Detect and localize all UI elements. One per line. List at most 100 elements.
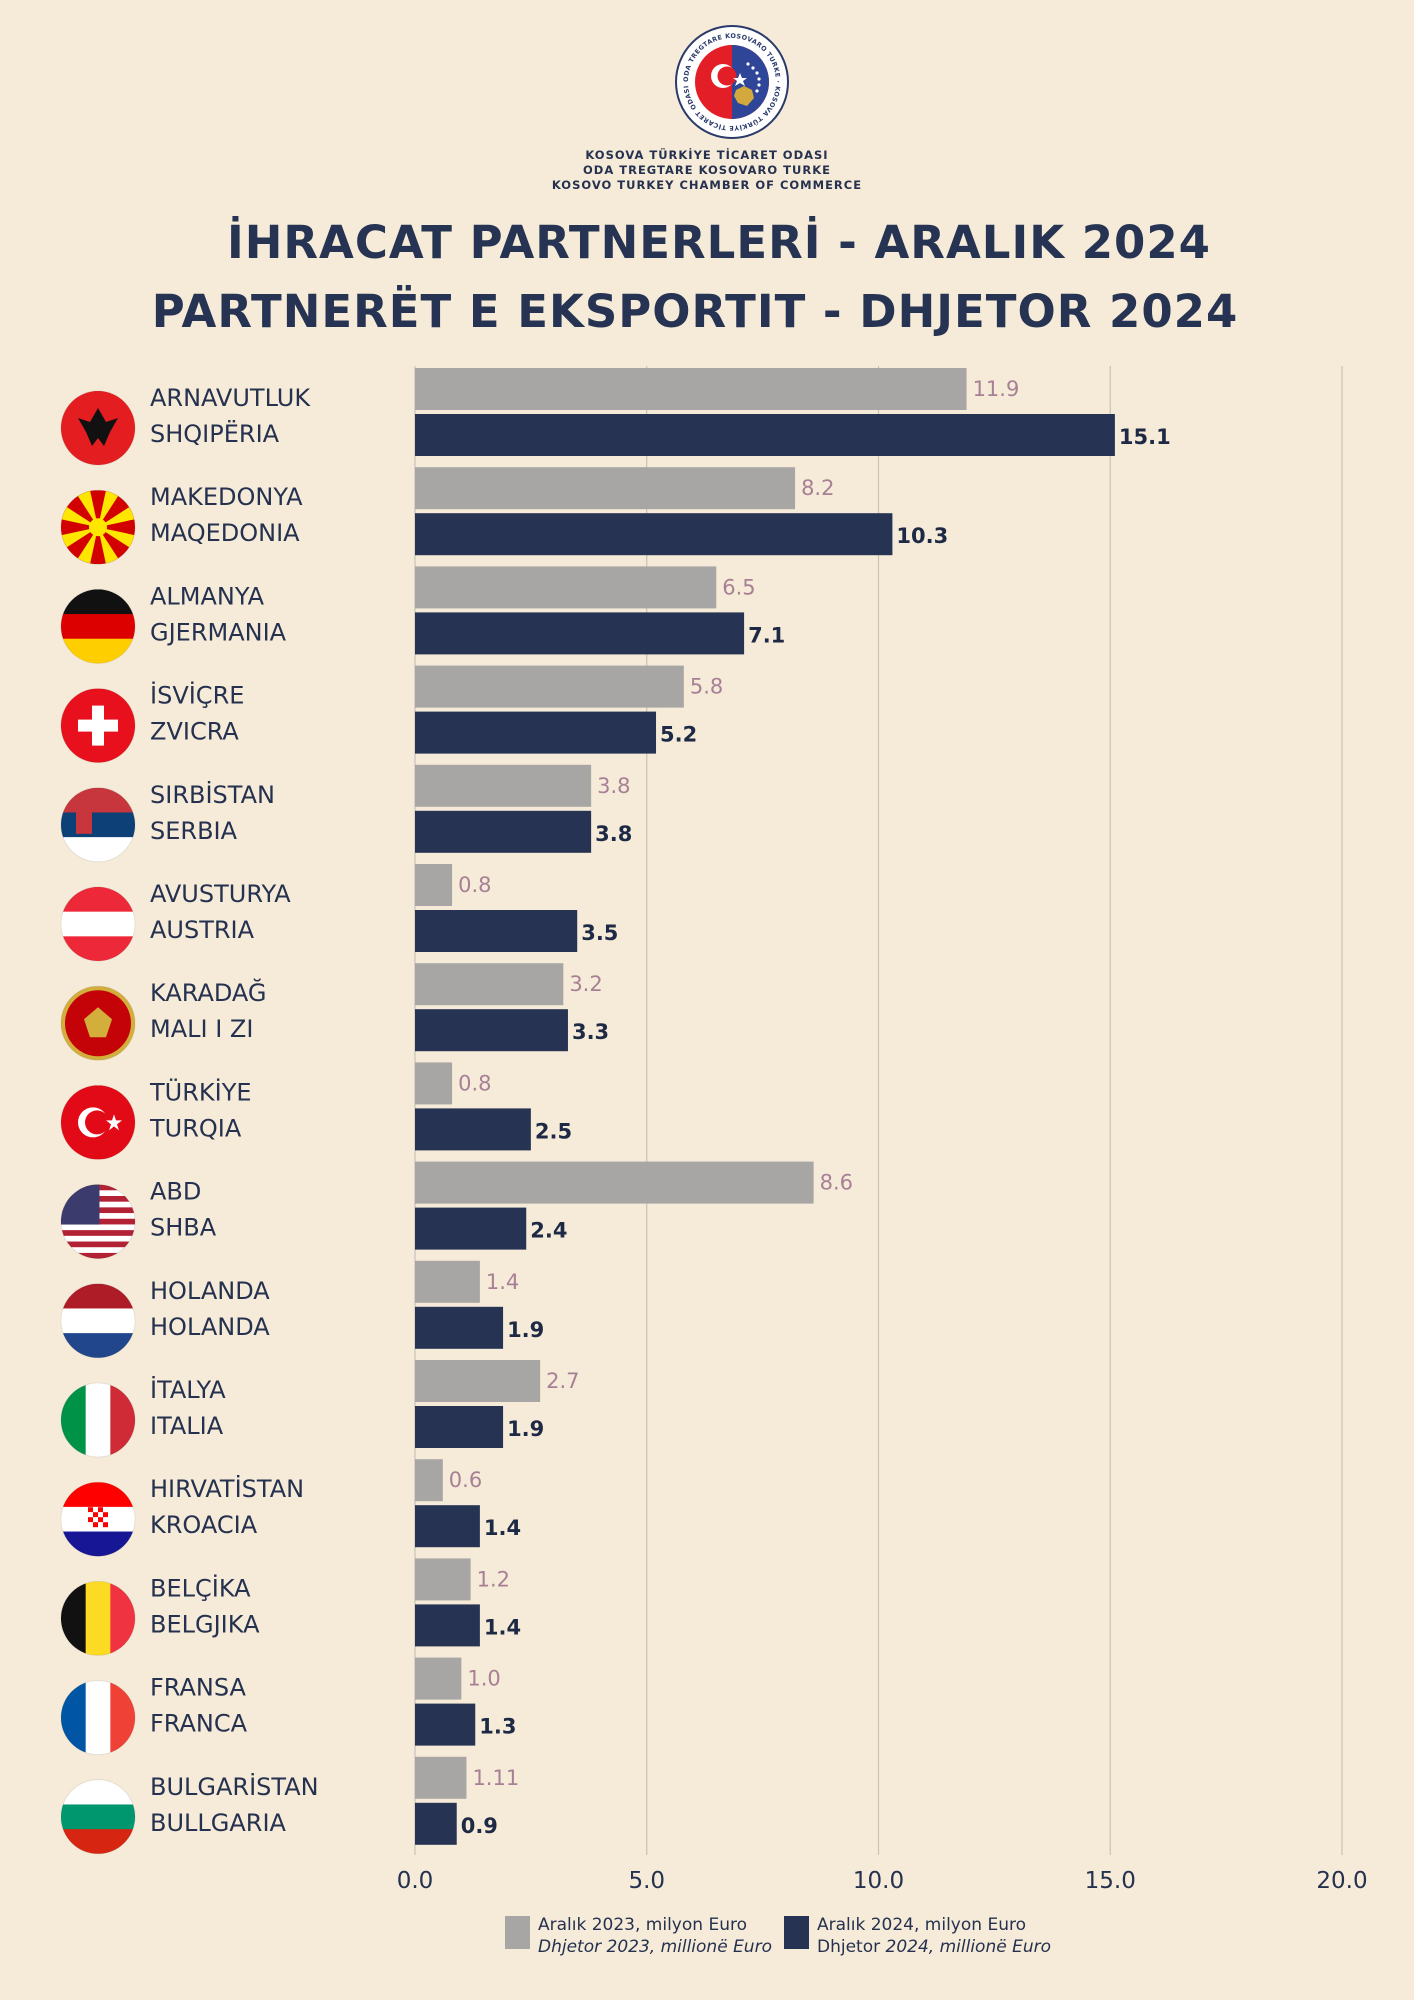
bar-2023 bbox=[415, 368, 967, 410]
country-name-albanian: BULLGARIA bbox=[150, 1809, 287, 1837]
legend-item-2024: Aralık 2024, milyon Euro Dhjetor 2024, m… bbox=[784, 1914, 1051, 1958]
netherlands-flag-icon bbox=[60, 1283, 136, 1359]
bar-label-2023: 3.2 bbox=[569, 972, 602, 996]
x-tick-label: 5.0 bbox=[628, 1868, 665, 1894]
bar-label-2024: 5.2 bbox=[660, 723, 697, 747]
bar-label-2023: 8.2 bbox=[801, 476, 834, 500]
country-row: MAKEDONYA MAQEDONIA 8.2 10.3 bbox=[60, 467, 948, 565]
country-name-albanian: SERBIA bbox=[150, 817, 238, 845]
bar-label-2024: 3.5 bbox=[581, 921, 618, 945]
bar-2024 bbox=[415, 1703, 476, 1746]
austria-flag-icon bbox=[60, 886, 136, 962]
country-row: İTALYA ITALIA 2.71.9 bbox=[60, 1360, 580, 1458]
legend-label-2023-sq: Dhjetor 2023, millionë Euro bbox=[538, 1937, 772, 1957]
bar-label-2024: 1.4 bbox=[484, 1615, 521, 1639]
country-row: BELÇİKA BELGJIKA 1.2 1.4 bbox=[60, 1558, 521, 1656]
legend-label-2023-tr: Aralık 2023, milyon Euro bbox=[538, 1915, 747, 1935]
bar-2023 bbox=[415, 1558, 471, 1601]
org-name-english: KOSOVO TURKEY CHAMBER OF COMMERCE bbox=[551, 178, 863, 192]
x-tick-label: 20.0 bbox=[1316, 1868, 1367, 1894]
bar-2024 bbox=[415, 910, 578, 952]
country-row: KARADAĞ MALI I ZI 3.2 3.3 bbox=[60, 963, 609, 1061]
bar-label-2023: 11.9 bbox=[973, 377, 1020, 401]
bar-label-2023: 8.6 bbox=[820, 1171, 853, 1195]
legend-label-2024-sq-suffix: 2024, millionë Euro bbox=[885, 1937, 1051, 1957]
chamber-logo: ODA TREGTARE KOSOVARO TURKE · KOSOVA TÜR… bbox=[675, 25, 789, 139]
bar-2024 bbox=[415, 1406, 504, 1448]
bar-label-2023: 6.5 bbox=[722, 575, 755, 599]
country-name-albanian: KROACIA bbox=[150, 1511, 258, 1539]
country-name-albanian: ITALIA bbox=[150, 1412, 224, 1440]
bar-label-2023: 0.8 bbox=[458, 1071, 491, 1095]
turkey-flag-icon bbox=[60, 1084, 136, 1160]
country-name-turkish: HOLANDA bbox=[150, 1277, 270, 1305]
country-name-albanian: SHQIPËRIA bbox=[150, 419, 280, 448]
montenegro-flag-icon bbox=[60, 985, 136, 1061]
bar-label-2023: 2.7 bbox=[546, 1369, 579, 1393]
country-row: İSVİÇRE ZVICRA 5.8 5.2 bbox=[60, 665, 723, 764]
org-name-albanian: ODA TREGTARE KOSOVARO TURKE bbox=[583, 163, 831, 177]
country-name-albanian: AUSTRIA bbox=[150, 916, 255, 944]
country-name-albanian: BELGJIKA bbox=[150, 1610, 260, 1638]
bar-label-2023: 3.8 bbox=[597, 774, 630, 798]
bar-label-2024: 1.3 bbox=[479, 1715, 516, 1739]
bar-2023 bbox=[415, 467, 796, 510]
bar-2024 bbox=[415, 1207, 527, 1250]
bar-label-2023: 1.11 bbox=[472, 1766, 519, 1790]
bar-2024 bbox=[415, 1505, 480, 1548]
bar-label-2024: 10.3 bbox=[896, 524, 948, 548]
bar-2023 bbox=[415, 566, 717, 609]
country-name-albanian: MALI I ZI bbox=[150, 1015, 253, 1043]
usa-flag-icon bbox=[60, 1184, 136, 1260]
country-name-albanian: GJERMANIA bbox=[150, 618, 287, 646]
serbia-flag-icon bbox=[60, 787, 136, 863]
bar-2023 bbox=[415, 1756, 467, 1799]
bar-2024 bbox=[415, 1108, 531, 1151]
legend-label-2024-sq-prefix: Dhjetor bbox=[817, 1937, 886, 1957]
bar-label-2023: 0.6 bbox=[449, 1468, 482, 1492]
italy-flag-icon bbox=[60, 1382, 136, 1458]
bar-2024 bbox=[415, 612, 745, 655]
country-row: ABD SHBA 8.6 2.4 bbox=[60, 1161, 853, 1260]
country-row: ALMANYA GJERMANIA 6.5 7.1 bbox=[60, 566, 785, 664]
switzerland-flag-icon bbox=[60, 688, 136, 764]
bar-label-2024: 15.1 bbox=[1119, 425, 1171, 449]
bar-2023 bbox=[415, 1459, 443, 1502]
bar-label-2023: 5.8 bbox=[690, 675, 723, 699]
bar-2023 bbox=[415, 1161, 814, 1204]
country-name-albanian: SHBA bbox=[150, 1214, 217, 1242]
germany-flag-icon bbox=[60, 588, 136, 664]
belgium-flag-icon bbox=[60, 1580, 136, 1656]
bar-label-2024: 7.1 bbox=[748, 623, 785, 647]
country-name-albanian: FRANCA bbox=[150, 1710, 248, 1738]
bar-label-2024: 1.4 bbox=[484, 1516, 521, 1540]
bar-2024 bbox=[415, 1802, 457, 1845]
legend-item-2023: Aralık 2023, milyon Euro Dhjetor 2023, m… bbox=[505, 1914, 772, 1958]
bar-label-2024: 0.9 bbox=[461, 1814, 498, 1838]
country-row: SIRBİSTAN SERBIA 3.8 3.8 bbox=[60, 764, 632, 863]
country-name-albanian: TURQIA bbox=[149, 1114, 242, 1142]
bar-2024 bbox=[415, 711, 657, 754]
france-flag-icon bbox=[60, 1680, 136, 1756]
org-name-turkish: KOSOVA TÜRKİYE TİCARET ODASI bbox=[585, 148, 829, 162]
country-name-turkish: ABD bbox=[150, 1178, 201, 1206]
bar-2023 bbox=[415, 1657, 462, 1700]
country-row: HIRVATİSTAN KROACIA 0.61.4 bbox=[60, 1459, 521, 1557]
north-macedonia-flag-icon bbox=[60, 489, 136, 565]
x-tick-label: 10.0 bbox=[853, 1868, 904, 1894]
chart-title-albanian: PARTNERËT E EKSPORTIT - DHJETOR 2024 bbox=[151, 285, 1239, 338]
bar-label-2023: 1.0 bbox=[467, 1667, 500, 1691]
bar-2023 bbox=[415, 1360, 541, 1402]
country-name-turkish: AVUSTURYA bbox=[150, 880, 291, 908]
legend-swatch-2024 bbox=[784, 1916, 809, 1949]
x-tick-label: 0.0 bbox=[397, 1868, 434, 1894]
country-row: BULGARİSTAN BULLGARIA 1.11 0.9 bbox=[60, 1756, 519, 1855]
country-name-turkish: İTALYA bbox=[150, 1375, 226, 1404]
country-row: AVUSTURYA AUSTRIA 0.8 3.5 bbox=[60, 864, 618, 962]
country-name-turkish: HIRVATİSTAN bbox=[150, 1474, 304, 1503]
bar-2024 bbox=[415, 1306, 504, 1349]
bar-label-2024: 3.8 bbox=[595, 822, 632, 846]
bar-label-2024: 2.5 bbox=[535, 1119, 572, 1143]
bar-label-2023: 1.2 bbox=[477, 1567, 510, 1591]
bar-label-2024: 1.9 bbox=[507, 1417, 544, 1441]
